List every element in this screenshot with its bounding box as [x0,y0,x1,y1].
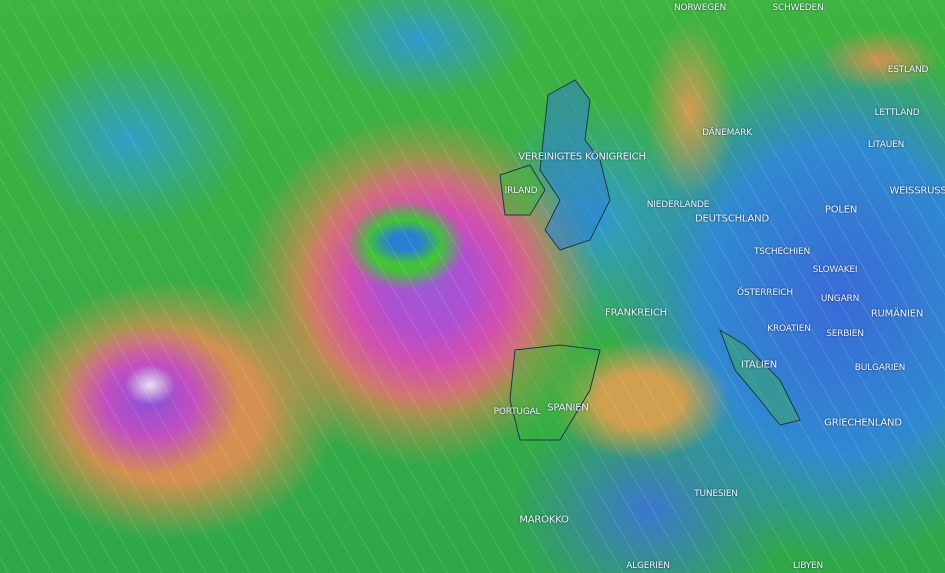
italy-shape [719,328,801,426]
label-weissrussland: WEISSRUSS [889,185,945,197]
label-schweden: SCHWEDEN [772,3,824,13]
label-frankreich: FRANKREICH [605,307,667,319]
label-estland: ESTLAND [887,65,929,75]
label-griechenland: GRIECHENLAND [824,417,902,429]
label-slowakei: SLOWAKEI [812,265,858,275]
label-portugal: PORTUGAL [493,407,541,417]
label-spanien: SPANIEN [547,402,589,414]
label-serbien: SERBIEN [826,329,864,339]
label-irland: IRLAND [504,186,538,196]
label-daenemark: DÄNEMARK [702,128,752,138]
label-libyen: LIBYEN [792,561,824,571]
label-deutschland: DEUTSCHLAND [695,213,769,225]
label-lettland: LETTLAND [874,108,920,118]
ireland-shape [499,164,546,216]
label-italien: ITALIEN [740,359,778,371]
great-britain-shape [539,79,611,251]
iberia-shape [509,344,601,441]
label-kroatien: KROATIEN [767,324,811,334]
label-tschechien: TSCHECHIEN [753,247,811,257]
label-ungarn: UNGARN [820,294,860,304]
label-niederlande: NIEDERLANDE [646,200,710,210]
label-tunesien: TUNESIEN [694,489,738,499]
label-rumaenien: RUMÄNIEN [870,308,924,320]
label-marokko: MAROKKO [519,514,569,526]
label-vereinigtes-koenigreich: VEREINIGTES KÖNIGREICH [518,151,646,163]
label-norwegen: NORWEGEN [673,3,727,13]
label-algerien: ALGERIEN [626,561,670,571]
label-polen: POLEN [824,204,858,216]
label-bulgarien: BULGARIEN [854,363,906,373]
label-litauen: LITAUEN [867,140,905,150]
label-oesterreich: ÖSTERREICH [737,288,793,298]
